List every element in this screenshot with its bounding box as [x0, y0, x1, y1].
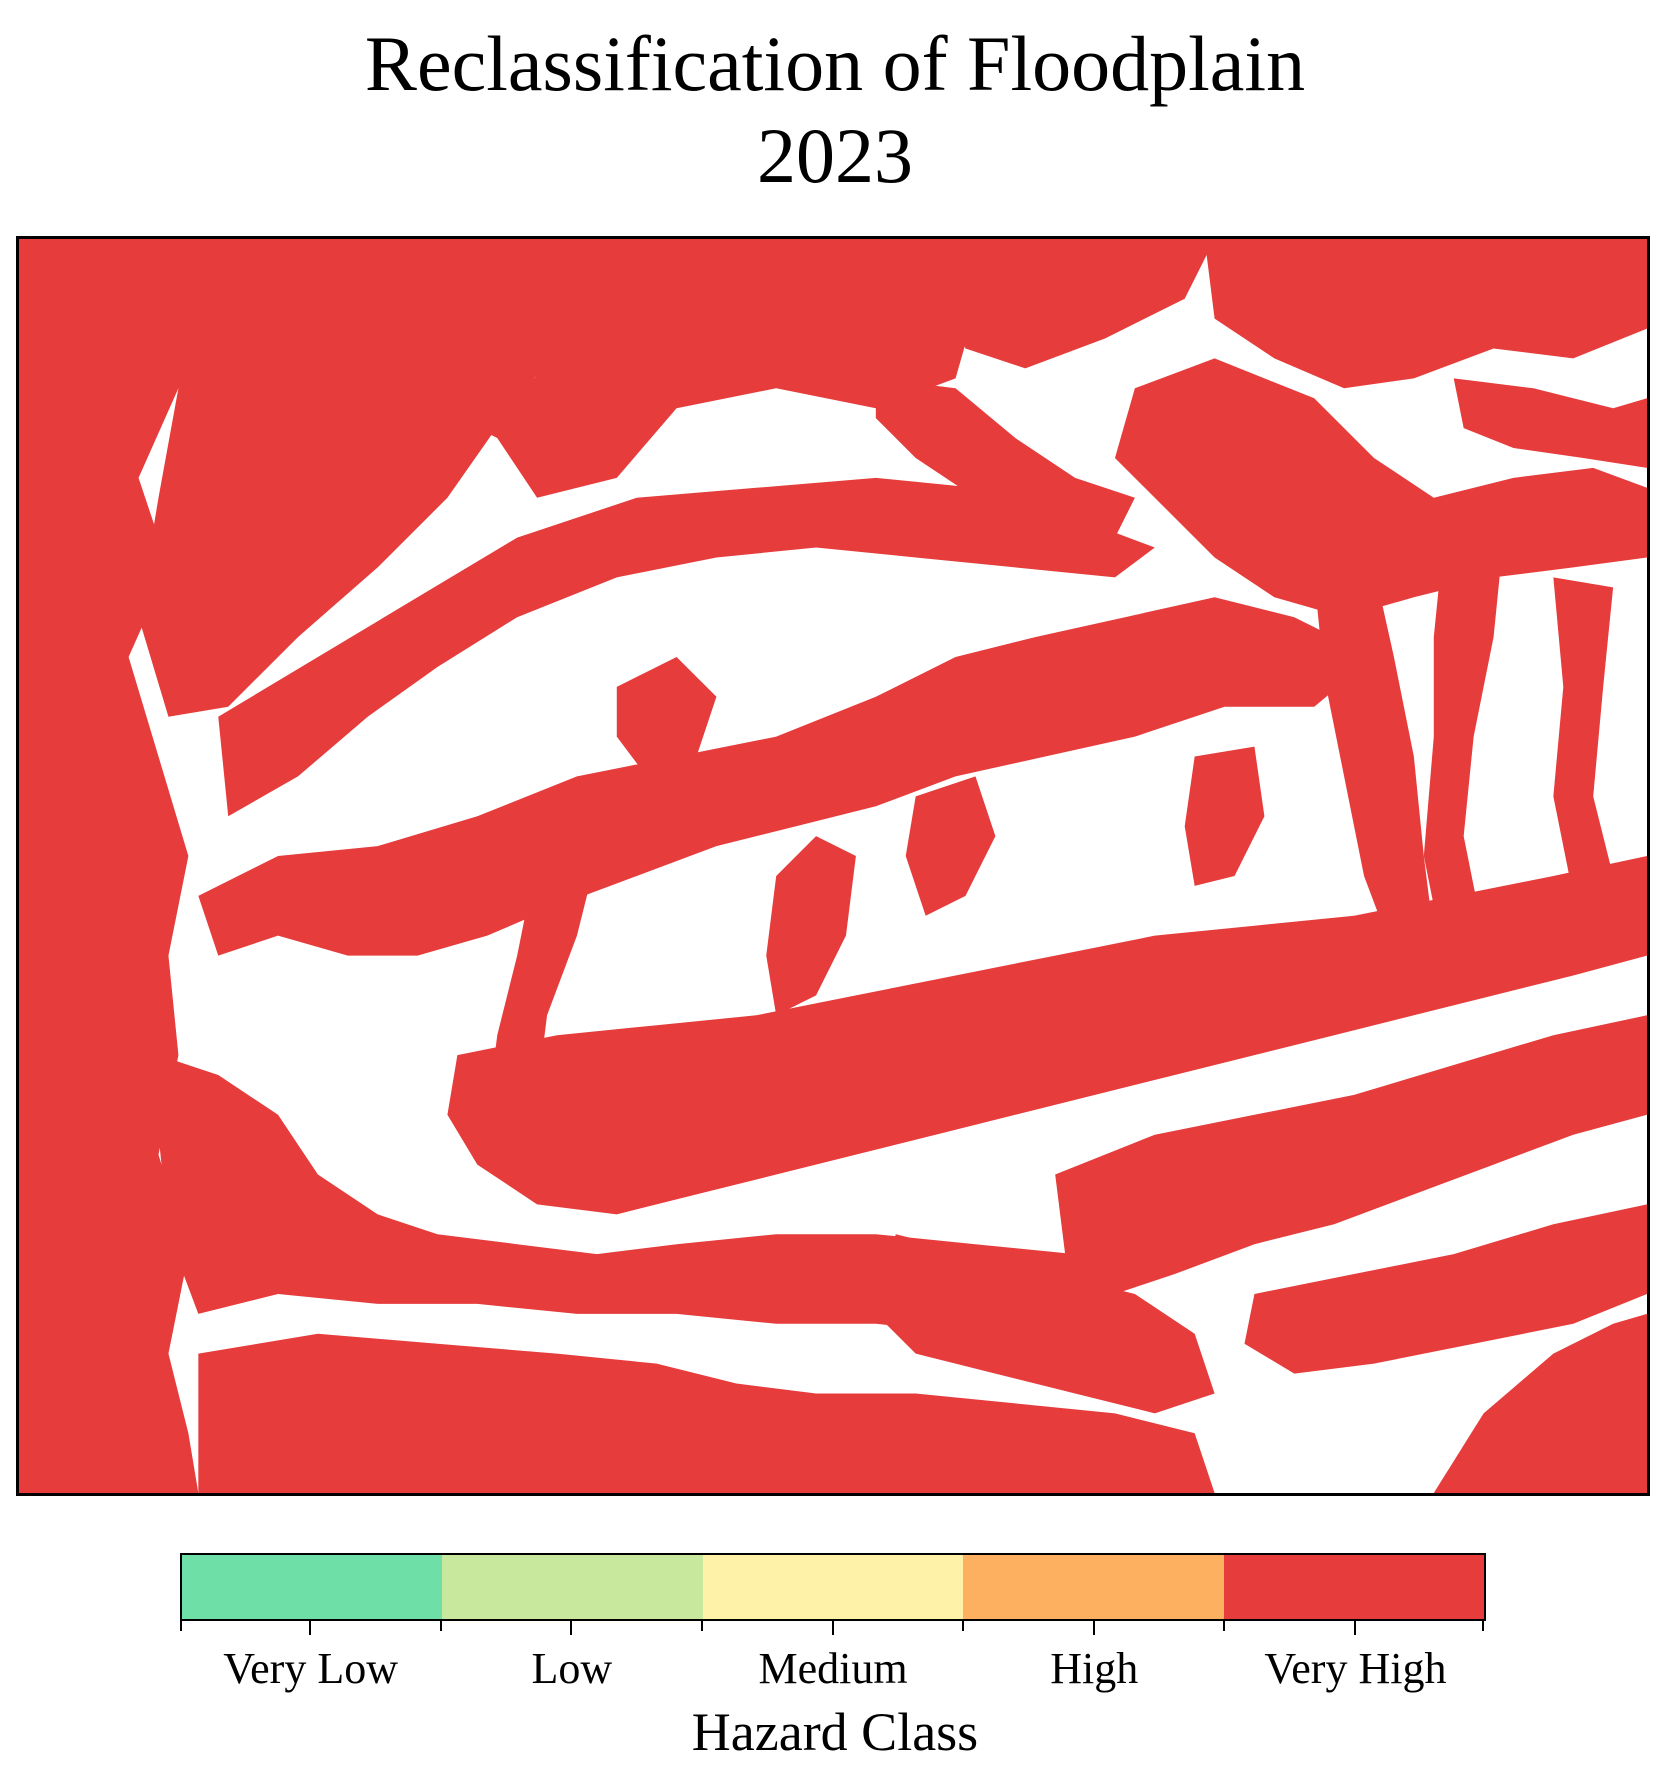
- hazard-zone: [158, 1055, 1115, 1334]
- legend-label-very-low: Very Low: [223, 1644, 398, 1693]
- hazard-zone: [1423, 537, 1504, 956]
- legend-title: Hazard Class: [691, 1702, 979, 1762]
- colorbar-segment-high: [963, 1555, 1224, 1619]
- colorbar-class-tick: [1354, 1621, 1356, 1635]
- very-high-hazard-zones: [19, 239, 1647, 1493]
- hazard-zone: [457, 308, 538, 439]
- legend-label-medium: Medium: [758, 1644, 908, 1693]
- colorbar-boundary-tick: [962, 1621, 964, 1631]
- hazard-zone: [1114, 358, 1647, 618]
- hazard-zone: [1553, 577, 1614, 896]
- colorbar-segment-medium: [702, 1555, 964, 1619]
- hazard-zone: [875, 378, 1135, 538]
- hazard-zone: [915, 239, 1215, 369]
- colorbar-class-tick: [309, 1621, 311, 1635]
- legend-label-very-high: Very High: [1264, 1644, 1447, 1693]
- hazard-zone: [1184, 746, 1265, 886]
- legend-label-high: High: [1050, 1644, 1139, 1693]
- hazard-zone: [766, 836, 856, 1016]
- map-title-line1: Reclassification of Floodplain: [364, 20, 1306, 107]
- hazard-zone: [218, 477, 1155, 817]
- hazard-zone: [198, 597, 1375, 956]
- hazard-zone: [1314, 567, 1434, 956]
- legend-label-low: Low: [531, 1644, 613, 1693]
- colorbar-class-tick: [832, 1621, 834, 1635]
- hazard-zone: [1453, 378, 1647, 468]
- hazard-zone: [198, 1333, 1215, 1493]
- map-title-line2: 2023: [757, 112, 913, 199]
- floodplain-raster: [19, 239, 1647, 1493]
- map-title: Reclassification of Floodplain 2023: [0, 18, 1670, 202]
- colorbar-labels: Very Low Low Medium High Very High: [180, 1642, 1486, 1702]
- hazard-zone: [1055, 1015, 1647, 1294]
- hazard-zone: [1244, 1204, 1647, 1374]
- colorbar-boundary-tick: [440, 1621, 442, 1631]
- colorbar-ticks: [180, 1621, 1486, 1639]
- colorbar-class-tick: [570, 1621, 572, 1635]
- hazard-zone: [1433, 1313, 1647, 1493]
- hazard-class-colorbar: [180, 1553, 1486, 1621]
- colorbar-boundary-tick: [180, 1621, 182, 1631]
- hazard-zone: [1204, 239, 1647, 389]
- colorbar-segment-very-low: [182, 1555, 443, 1619]
- hazard-zone: [875, 1234, 1215, 1414]
- colorbar-class-tick: [1093, 1621, 1095, 1635]
- hazard-zone: [317, 418, 398, 558]
- colorbar-segment-very-high: [1223, 1555, 1485, 1619]
- floodplain-map: [16, 236, 1650, 1496]
- colorbar-boundary-tick: [1223, 1621, 1225, 1631]
- hazard-zone: [497, 239, 976, 498]
- colorbar-boundary-tick: [1482, 1621, 1484, 1631]
- hazard-zone: [447, 856, 1647, 1215]
- hazard-zone: [616, 657, 717, 777]
- colorbar-boundary-tick: [701, 1621, 703, 1631]
- colorbar-segment-low: [442, 1555, 703, 1619]
- hazard-zone: [19, 239, 219, 1493]
